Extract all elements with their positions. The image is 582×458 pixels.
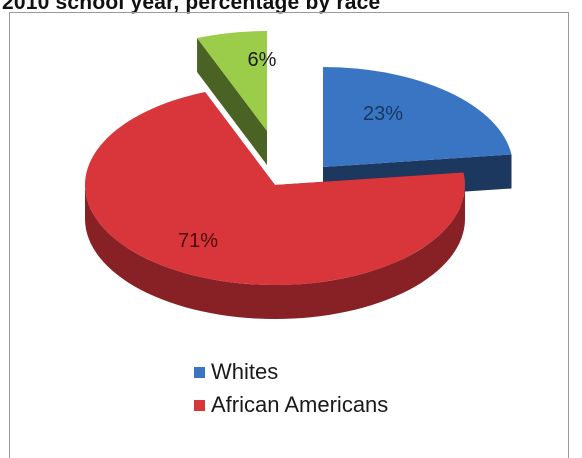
pie-labels: 23% 71% 6% — [178, 49, 403, 252]
legend-swatch-whites — [194, 366, 205, 378]
slice-top-african-americans — [85, 92, 466, 285]
chart-frame — [9, 12, 569, 458]
legend-label-african-americans: African Americans — [211, 392, 389, 417]
pie-slices — [85, 31, 512, 319]
slice-edge-african-americans — [85, 185, 465, 319]
legend-item-whites: Whites — [194, 357, 388, 387]
chart-title: 2010 school year, percentage by race — [2, 0, 381, 14]
pie-slice-other — [197, 31, 267, 165]
slice-top-whites — [323, 67, 512, 167]
slice-wall-other-0 — [197, 38, 267, 165]
legend-label-whites: Whites — [211, 359, 279, 384]
legend: Whites African Americans — [194, 357, 388, 423]
legend-item-african-americans: African Americans — [194, 390, 388, 420]
slice-label-whites: 23% — [363, 103, 403, 125]
slice-label-african-americans: 71% — [178, 230, 218, 252]
slice-top-other — [197, 31, 267, 131]
legend-swatch-african-americans — [194, 399, 205, 411]
slice-label-other: 6% — [248, 49, 277, 71]
pie-slice-african-americans — [85, 92, 466, 319]
